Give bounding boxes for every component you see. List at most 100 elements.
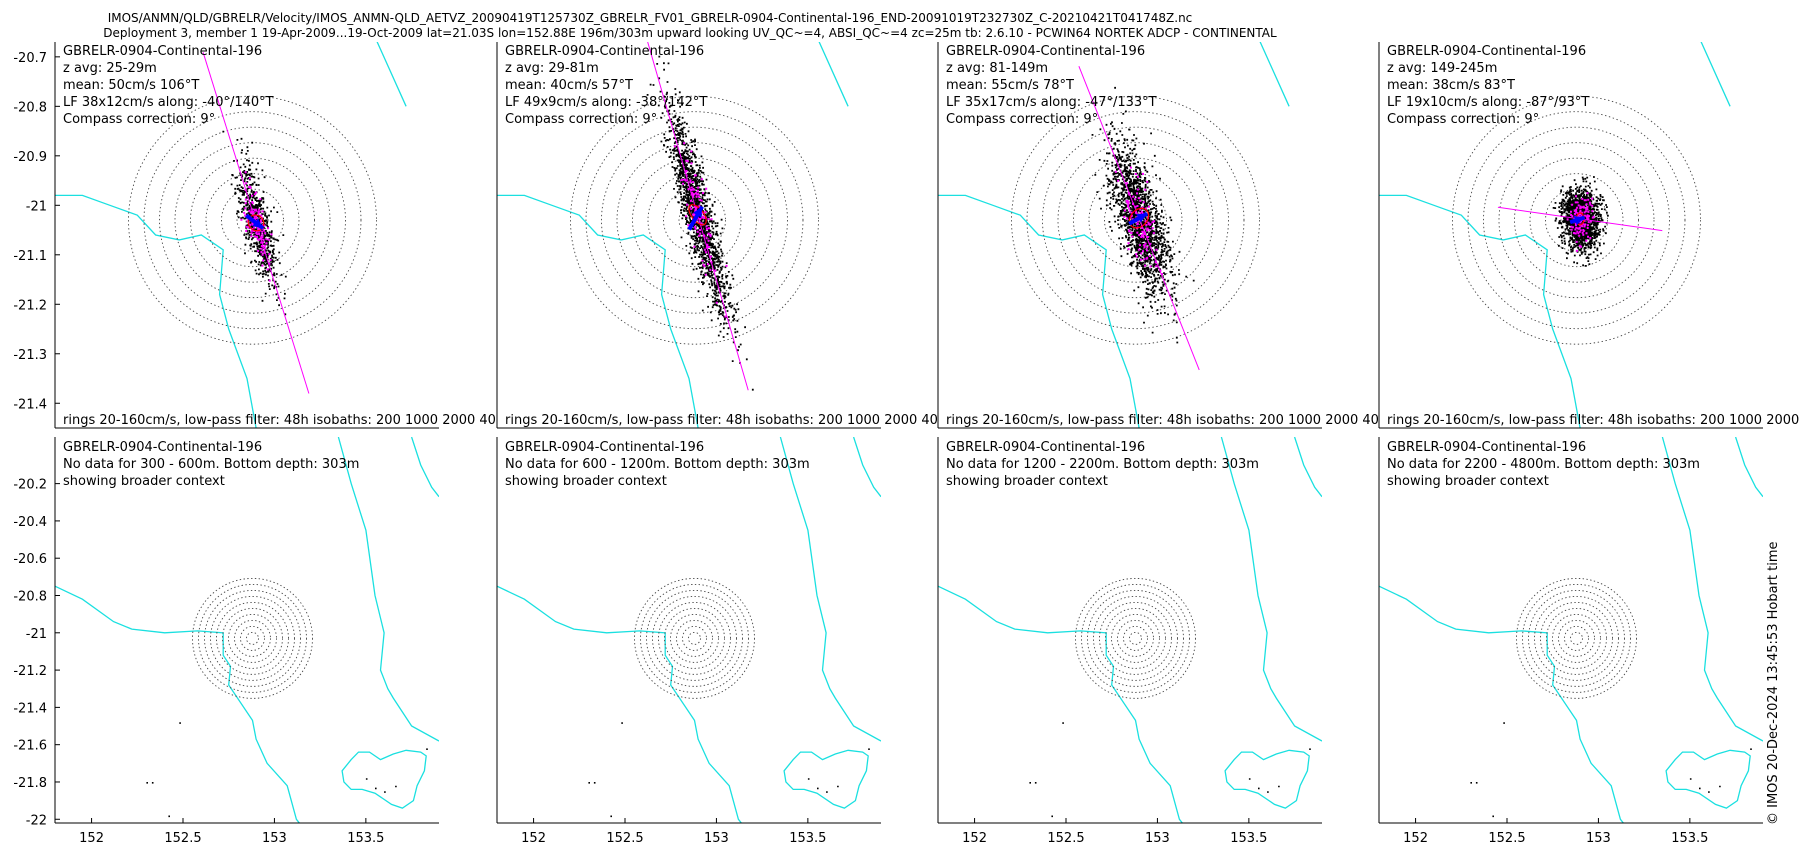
x-tick-label: 153.5 (1671, 831, 1708, 846)
p2-ring (601, 126, 788, 314)
p8-ring (1522, 583, 1631, 693)
x-tick-label: 152 (1403, 831, 1428, 846)
p3-title: GBRELR-0904-Continental-196 (946, 44, 1145, 59)
y-tick-label: -20.8 (13, 100, 47, 115)
p2-ring (647, 173, 742, 268)
p7-ring (1075, 577, 1196, 699)
p3-lf: LF 35x17cm/s along: -47°/133°T (946, 95, 1157, 110)
p5-ring (222, 607, 283, 669)
p2-plot-area (497, 42, 849, 428)
p7-ring (1087, 589, 1184, 687)
p8-nodata: No data for 2200 - 4800m. Bottom depth: … (1387, 457, 1700, 472)
x-tick-label: 152.5 (1488, 831, 1525, 846)
p8-ring (1534, 595, 1619, 681)
x-tick-label: 152 (521, 831, 546, 846)
p6-ring (670, 613, 719, 663)
p3-coastline-ne (1259, 42, 1290, 107)
p8-ring (1540, 601, 1613, 675)
p3-compass: Compass correction: 9° (946, 112, 1098, 127)
p6-ring (652, 595, 737, 681)
p7-ring (1123, 625, 1148, 651)
panels-container: -20.7 -20.8 -20.9 -21 -21.1 -21.2 -21.3 -21.4 GB… (13, 42, 1800, 846)
y-tick-label: -21 (26, 627, 47, 642)
p6-coastline-shelf (779, 437, 881, 742)
p5-island (341, 749, 427, 809)
p4-coastline (1379, 194, 1581, 428)
p8-island (1665, 749, 1751, 809)
p5-ring (192, 577, 313, 699)
p8-ring (1516, 577, 1637, 699)
p7-ring (1081, 583, 1190, 693)
p1-ring (128, 95, 377, 345)
p1-compass: Compass correction: 9° (63, 112, 215, 127)
header-line2: Deployment 3, member 1 19-Apr-2009...19-… (103, 26, 1277, 40)
p6-ring (646, 589, 743, 687)
y-tick-label: -20.9 (13, 150, 47, 165)
p2-coastline (497, 194, 699, 428)
p7-ring (1099, 601, 1172, 675)
y-tick-label: -21.6 (13, 739, 47, 754)
p3-ring (1073, 157, 1198, 283)
panel-p4: GBRELR-0904-Continental-196 z avg: 149-24… (1378, 42, 1800, 429)
p8-ring (1528, 589, 1625, 687)
p6-coastline (497, 585, 743, 823)
header-line1: IMOS/ANMN/QLD/GBRELR/Velocity/IMOS_ANMN-… (108, 11, 1193, 25)
x-tick-label: 152 (962, 831, 987, 846)
p3-coastline (938, 194, 1140, 428)
p1-ring (205, 173, 300, 268)
p1-coastline-ne (376, 42, 407, 107)
p3-mean: mean: 55cm/s 78°T (946, 78, 1074, 93)
p6-ring (640, 583, 749, 693)
p2-mean-arrow-head (693, 206, 703, 218)
p4-compass: Compass correction: 9° (1387, 112, 1539, 127)
p1-zavg: z avg: 25-29m (63, 61, 157, 76)
p5-context: showing broader context (63, 474, 225, 489)
y-tick-label: -21.1 (13, 249, 47, 264)
x-tick-label: 153.5 (789, 831, 826, 846)
x-tick-label: 152.5 (164, 831, 201, 846)
p7-plot-area (938, 437, 1322, 823)
p1-plot-area (55, 42, 407, 428)
p4-footer: rings 20-160cm/s, low-pass filter: 48h i… (1387, 413, 1800, 428)
p8-ring (1564, 625, 1589, 651)
p5-nodata: No data for 300 - 600m. Bottom depth: 30… (63, 457, 359, 472)
y-tick-label: -21.2 (13, 298, 47, 313)
p7-coastline (938, 585, 1184, 823)
p5-ring (198, 583, 307, 693)
p3-ring (1042, 126, 1229, 314)
p2-lowpass-points (673, 142, 728, 318)
p4-plot-area (1379, 42, 1731, 428)
p3-plot-area (938, 42, 1290, 428)
p3-variance-ellipse (1128, 207, 1150, 229)
p3-ring (1057, 142, 1214, 299)
panel-p8: 152 152.5 153 153.5 GBRELR-0904-Continental-… (1378, 437, 1763, 846)
p2-title: GBRELR-0904-Continental-196 (505, 44, 704, 59)
p2-zavg: z avg: 29-81m (505, 61, 599, 76)
p8-context: showing broader context (1387, 474, 1549, 489)
p6-ring (658, 601, 731, 675)
p4-ring (1467, 111, 1686, 330)
p7-title: GBRELR-0904-Continental-196 (946, 440, 1145, 455)
p8-title: GBRELR-0904-Continental-196 (1387, 440, 1586, 455)
p8-ring (1570, 631, 1583, 645)
p4-lowpass-points (1566, 192, 1595, 252)
p1-ring (190, 157, 315, 283)
x-tick-label: 152.5 (1047, 831, 1084, 846)
p5-reef-points (146, 722, 428, 818)
p6-ring (682, 625, 707, 651)
x-tick-label: 152.5 (606, 831, 643, 846)
x-tick-label: 153 (262, 831, 287, 846)
p8-coastline-shelf (1661, 437, 1763, 742)
p4-mean: mean: 38cm/s 83°T (1387, 78, 1515, 93)
p8-ring (1546, 607, 1607, 669)
p4-ring (1514, 157, 1639, 283)
x-tick-label: 153.5 (347, 831, 384, 846)
p4-coastline-ne (1700, 42, 1731, 107)
p2-ring (585, 111, 804, 330)
p2-coastline-ne (818, 42, 849, 107)
x-tick-label: 153 (1586, 831, 1611, 846)
p3-mean-arrow-head (1136, 213, 1148, 223)
p4-lf: LF 19x10cm/s along: -87°/93°T (1387, 95, 1589, 110)
p6-plot-area (497, 437, 881, 823)
